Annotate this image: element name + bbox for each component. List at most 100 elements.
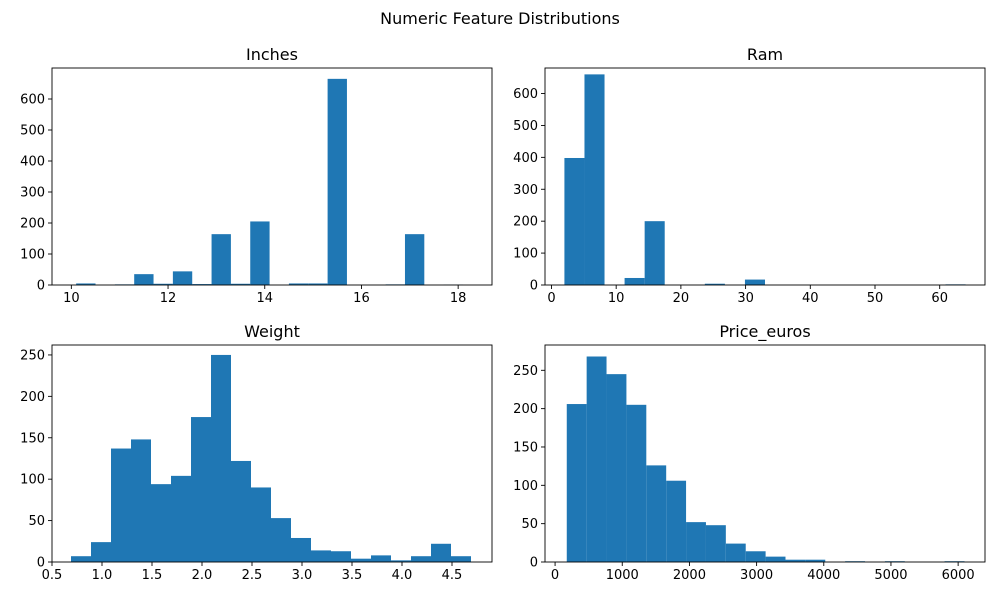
histogram-bar	[371, 555, 391, 562]
chart-title: Inches	[246, 45, 298, 64]
histogram-bar	[151, 484, 171, 562]
y-tick-label: 500	[20, 124, 45, 139]
x-tick-label: 18	[450, 291, 467, 306]
histogram-bar	[211, 234, 231, 285]
y-tick-label: 100	[513, 479, 538, 494]
histogram-bar	[250, 221, 270, 285]
x-tick-label: 2.5	[242, 568, 263, 583]
histogram-bar	[288, 283, 309, 285]
histogram-bar	[111, 448, 131, 562]
x-tick-label: 3.0	[292, 568, 313, 583]
y-tick-label: 0	[530, 556, 538, 571]
y-tick-label: 600	[513, 87, 538, 102]
histogram-bar	[411, 556, 431, 562]
histogram-bar	[686, 522, 706, 562]
chart-4: Price_euros 0 1000 2000 3000 4000 5000 6000 0 50 1…	[513, 322, 986, 583]
chart-title: Price_euros	[719, 322, 810, 342]
histogram-bar	[745, 551, 766, 562]
chart-1: Inches 10 12 14 16 18 0 100 200 300 400 500 600	[20, 45, 493, 306]
axes-frame	[544, 67, 986, 286]
histogram-bar	[153, 283, 173, 285]
y-tick-label: 200	[513, 215, 538, 230]
x-tick-label: 10	[63, 291, 80, 306]
histogram-bar	[606, 374, 627, 562]
histogram-bar	[91, 542, 111, 562]
y-tick-label: 50	[521, 517, 538, 532]
histogram-bar	[134, 274, 154, 285]
y-tick-label: 150	[20, 431, 45, 446]
histogram-bar	[404, 234, 425, 285]
y-tick-label: 200	[513, 402, 538, 417]
y-tick-label: 150	[513, 440, 538, 455]
histogram-bar	[71, 556, 91, 562]
axes-frame	[51, 344, 493, 563]
y-tick-label: 400	[513, 151, 538, 166]
histogram-bar	[744, 279, 765, 285]
x-tick-label: 4000	[807, 568, 840, 583]
y-tick-label: 500	[513, 119, 538, 134]
histogram-bar	[644, 221, 665, 285]
histogram-bar	[564, 157, 585, 285]
histogram-bar	[765, 556, 786, 562]
histogram-bar	[131, 439, 151, 562]
y-tick-label: 300	[513, 183, 538, 198]
y-tick-label: 100	[20, 248, 45, 263]
histogram-bar	[586, 356, 607, 562]
histogram-bar	[271, 518, 291, 562]
chart-title: Ram	[747, 45, 783, 64]
y-tick-label: 600	[20, 93, 45, 108]
x-tick-label: 16	[353, 291, 370, 306]
x-tick-label: 4.5	[442, 568, 463, 583]
histogram-bar	[331, 551, 351, 562]
y-tick-label: 0	[530, 279, 538, 294]
histogram-bar	[230, 283, 251, 285]
histogram-bar	[172, 271, 193, 285]
histogram-bar	[431, 543, 451, 562]
histogram-bar	[291, 537, 311, 562]
x-tick-label: 50	[867, 291, 884, 306]
x-tick-label: 0.5	[42, 568, 63, 583]
x-tick-label: 5000	[874, 568, 907, 583]
y-tick-label: 300	[20, 186, 45, 201]
histogram-bar	[704, 283, 725, 285]
chart-title: Weight	[244, 322, 300, 341]
x-tick-label: 2.0	[192, 568, 213, 583]
histogram-bar	[76, 283, 96, 285]
figure-suptitle: Numeric Feature Distributions	[380, 9, 620, 28]
x-tick-label: 6000	[942, 568, 975, 583]
y-tick-label: 400	[20, 155, 45, 170]
histogram-bar	[211, 354, 231, 562]
axes-frame	[51, 67, 493, 286]
histogram-bar	[451, 556, 471, 562]
histogram-bar	[171, 475, 191, 562]
x-tick-label: 14	[256, 291, 273, 306]
y-tick-label: 200	[20, 217, 45, 232]
axes-frame	[544, 344, 986, 563]
x-tick-label: 0	[551, 568, 559, 583]
histogram-bar	[327, 78, 347, 285]
x-tick-label: 1000	[606, 568, 639, 583]
y-tick-label: 0	[37, 556, 45, 571]
x-tick-label: 30	[737, 291, 754, 306]
x-tick-label: 1.0	[92, 568, 113, 583]
histogram-bar	[785, 559, 806, 562]
histogram-bar	[391, 560, 411, 562]
y-tick-label: 100	[20, 473, 45, 488]
histogram-bar	[705, 525, 726, 562]
histogram-bar	[666, 480, 687, 562]
x-tick-label: 3000	[740, 568, 773, 583]
histogram-bar	[805, 559, 826, 562]
x-tick-label: 4.0	[392, 568, 413, 583]
y-tick-label: 250	[513, 364, 538, 379]
histogram-bar	[646, 465, 667, 562]
histogram-bar	[311, 550, 331, 562]
y-tick-label: 50	[28, 514, 45, 529]
histogram-bar	[566, 404, 587, 562]
x-tick-label: 3.5	[342, 568, 363, 583]
x-tick-label: 20	[673, 291, 690, 306]
chart-3: Weight 0.5 1.0 1.5 2.0 2.5 3.0 3.5 4.0 4.5 0 50 100 1…	[20, 322, 493, 583]
x-tick-label: 60	[931, 291, 948, 306]
